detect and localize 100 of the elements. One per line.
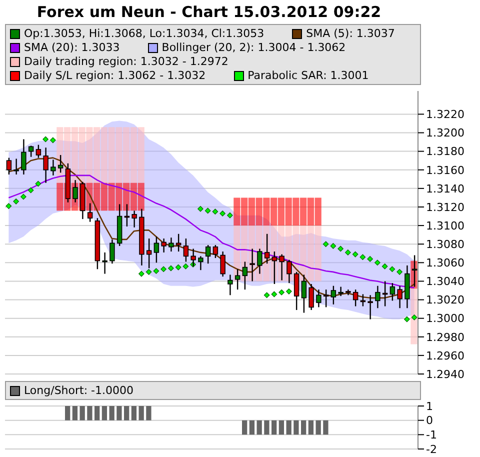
point — [271, 291, 278, 298]
point — [212, 208, 218, 215]
bar — [241, 198, 248, 226]
bar — [270, 198, 278, 226]
candlestick — [212, 244, 218, 259]
point — [20, 194, 26, 200]
bar — [278, 198, 285, 226]
bar — [138, 127, 144, 183]
candlestick — [161, 238, 166, 254]
point — [13, 198, 19, 204]
point — [182, 263, 189, 270]
legend-label: Op:1.3053, Hi:1.3068, Lo:1.3034, Cl:1.3053 — [24, 27, 264, 40]
y-tick-label: 1.3020 — [426, 294, 464, 307]
legend-label: Daily trading region: 1.3032 - 1.2972 — [24, 55, 228, 68]
candlestick — [198, 256, 204, 271]
candlestick — [338, 286, 344, 297]
point — [367, 256, 373, 262]
line-series — [8, 174, 415, 288]
candlestick — [205, 244, 211, 264]
point — [168, 265, 174, 272]
candlestick — [220, 250, 226, 278]
bar — [108, 182, 115, 211]
candlestick — [102, 252, 108, 274]
candlestick — [43, 147, 48, 184]
y-tick-label: 1.3120 — [426, 200, 464, 214]
candlestick — [14, 158, 19, 176]
bar — [130, 127, 138, 183]
y-tick-label: 1.3000 — [426, 312, 464, 326]
legend-label: Long/Short: -1.0000 — [24, 384, 134, 397]
candlestick — [154, 236, 160, 264]
bar — [116, 182, 122, 211]
candlestick — [228, 274, 233, 296]
candlestick — [397, 285, 402, 309]
bar — [292, 198, 300, 226]
candlestick — [375, 285, 380, 309]
bar — [410, 288, 418, 344]
point — [146, 269, 152, 275]
y-tick-label: -1 — [426, 428, 437, 442]
bar — [314, 198, 322, 226]
legend-label: Daily S/L region: 1.3062 - 1.3032 — [24, 69, 206, 82]
point — [286, 288, 292, 294]
legend-label: SMA (20): 1.3033 — [24, 41, 120, 54]
text: Bollinger (20, 2): 1.3004 - 1.3062 — [162, 41, 346, 54]
candlestick — [183, 238, 189, 262]
bar — [307, 226, 314, 282]
y-tick-label: 1.3200 — [426, 126, 464, 140]
candlestick — [168, 237, 174, 252]
point — [352, 251, 358, 258]
bar — [94, 182, 100, 211]
candlestick — [6, 157, 12, 176]
point — [138, 270, 144, 277]
point — [204, 208, 211, 214]
point — [198, 206, 204, 212]
bar — [138, 182, 144, 211]
point — [153, 268, 160, 274]
y-tick-label: 1.3160 — [426, 164, 464, 177]
y-tick-label: 1.3180 — [426, 145, 464, 158]
bar — [56, 182, 64, 211]
candlestick — [390, 282, 396, 302]
y-tick-label: 1.2980 — [426, 330, 464, 344]
y-tick-label: 1.2940 — [426, 368, 464, 381]
bar — [248, 198, 256, 226]
candlestick — [146, 238, 152, 269]
point — [404, 316, 410, 322]
point — [50, 137, 56, 144]
bar — [94, 127, 100, 183]
bar — [300, 198, 307, 226]
y-tick-label: 1 — [426, 400, 433, 413]
candlestick — [323, 288, 329, 308]
legend-label: SMA (5): 1.3037 — [306, 27, 395, 40]
bar — [78, 127, 86, 183]
point — [264, 292, 270, 298]
candlestick — [110, 238, 115, 264]
y-tick-label: 1.3100 — [426, 219, 464, 232]
point — [220, 210, 226, 216]
y-tick-label: -2 — [426, 442, 437, 456]
candlestick — [28, 145, 34, 158]
y-tick-label: 0 — [426, 414, 433, 428]
point — [322, 241, 329, 247]
point — [396, 269, 402, 275]
bar — [100, 127, 108, 183]
point — [360, 254, 366, 260]
bar — [108, 127, 115, 183]
point — [345, 250, 351, 256]
y-tick-label: 1.3040 — [426, 275, 464, 288]
y-tick-label: 1.3220 — [426, 108, 464, 122]
point — [338, 246, 344, 252]
bar — [116, 127, 122, 183]
bar — [71, 127, 78, 183]
legend-label: Parabolic SAR: 1.3001 — [248, 69, 369, 82]
point — [28, 187, 34, 194]
candlestick — [21, 138, 26, 176]
point — [42, 136, 48, 142]
bar — [123, 127, 130, 183]
candlestick — [330, 285, 336, 306]
bar — [285, 198, 292, 226]
candlestick — [316, 288, 322, 308]
candlestick — [368, 294, 373, 320]
candlestick — [176, 233, 182, 252]
bar — [263, 198, 270, 226]
